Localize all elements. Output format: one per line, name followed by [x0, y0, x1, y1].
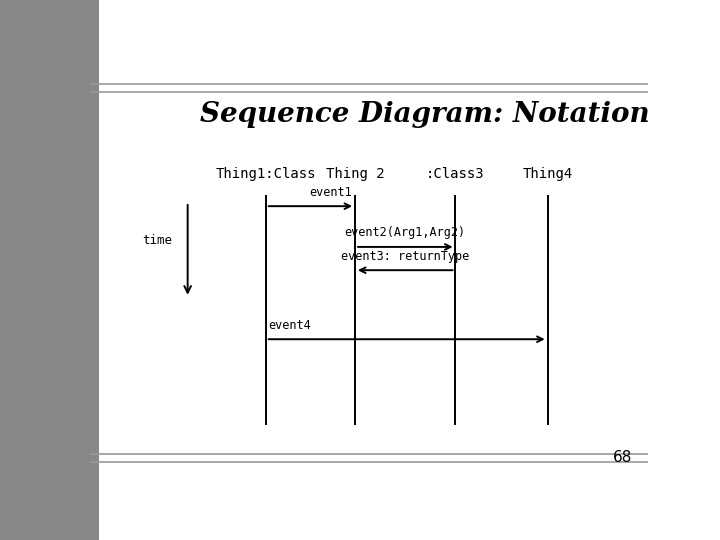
Text: Thing1:Class: Thing1:Class: [215, 167, 316, 181]
Text: :Class3: :Class3: [426, 167, 485, 181]
Text: event3: returnType: event3: returnType: [341, 249, 469, 263]
Text: time: time: [143, 234, 173, 247]
Text: Thing 2: Thing 2: [325, 167, 384, 181]
Text: event4: event4: [269, 319, 311, 332]
Text: event2(Arg1,Arg2): event2(Arg1,Arg2): [345, 226, 466, 239]
Text: event1: event1: [310, 186, 352, 199]
Text: Sequence Diagram: Notation: Sequence Diagram: Notation: [200, 101, 649, 128]
Text: Thing4: Thing4: [523, 167, 572, 181]
Text: 68: 68: [613, 450, 633, 465]
